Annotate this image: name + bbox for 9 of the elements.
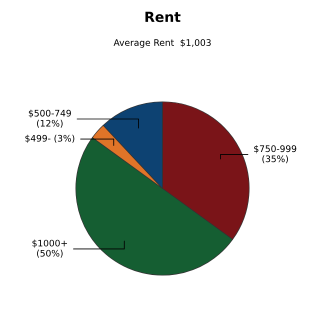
slice-label: $500-749 [28,110,71,118]
chart-title: Rent [145,12,181,22]
data-label: (35%) [262,155,288,164]
slice-label: $499- (3%) [25,134,74,143]
chart-subtitle: Average Rent $1,003 [114,39,211,48]
data-label: (12%) [37,120,63,128]
data-label: (50%) [37,250,63,258]
slice-label: $750-999 [254,145,296,154]
slice-label: $1000+ [32,240,68,248]
